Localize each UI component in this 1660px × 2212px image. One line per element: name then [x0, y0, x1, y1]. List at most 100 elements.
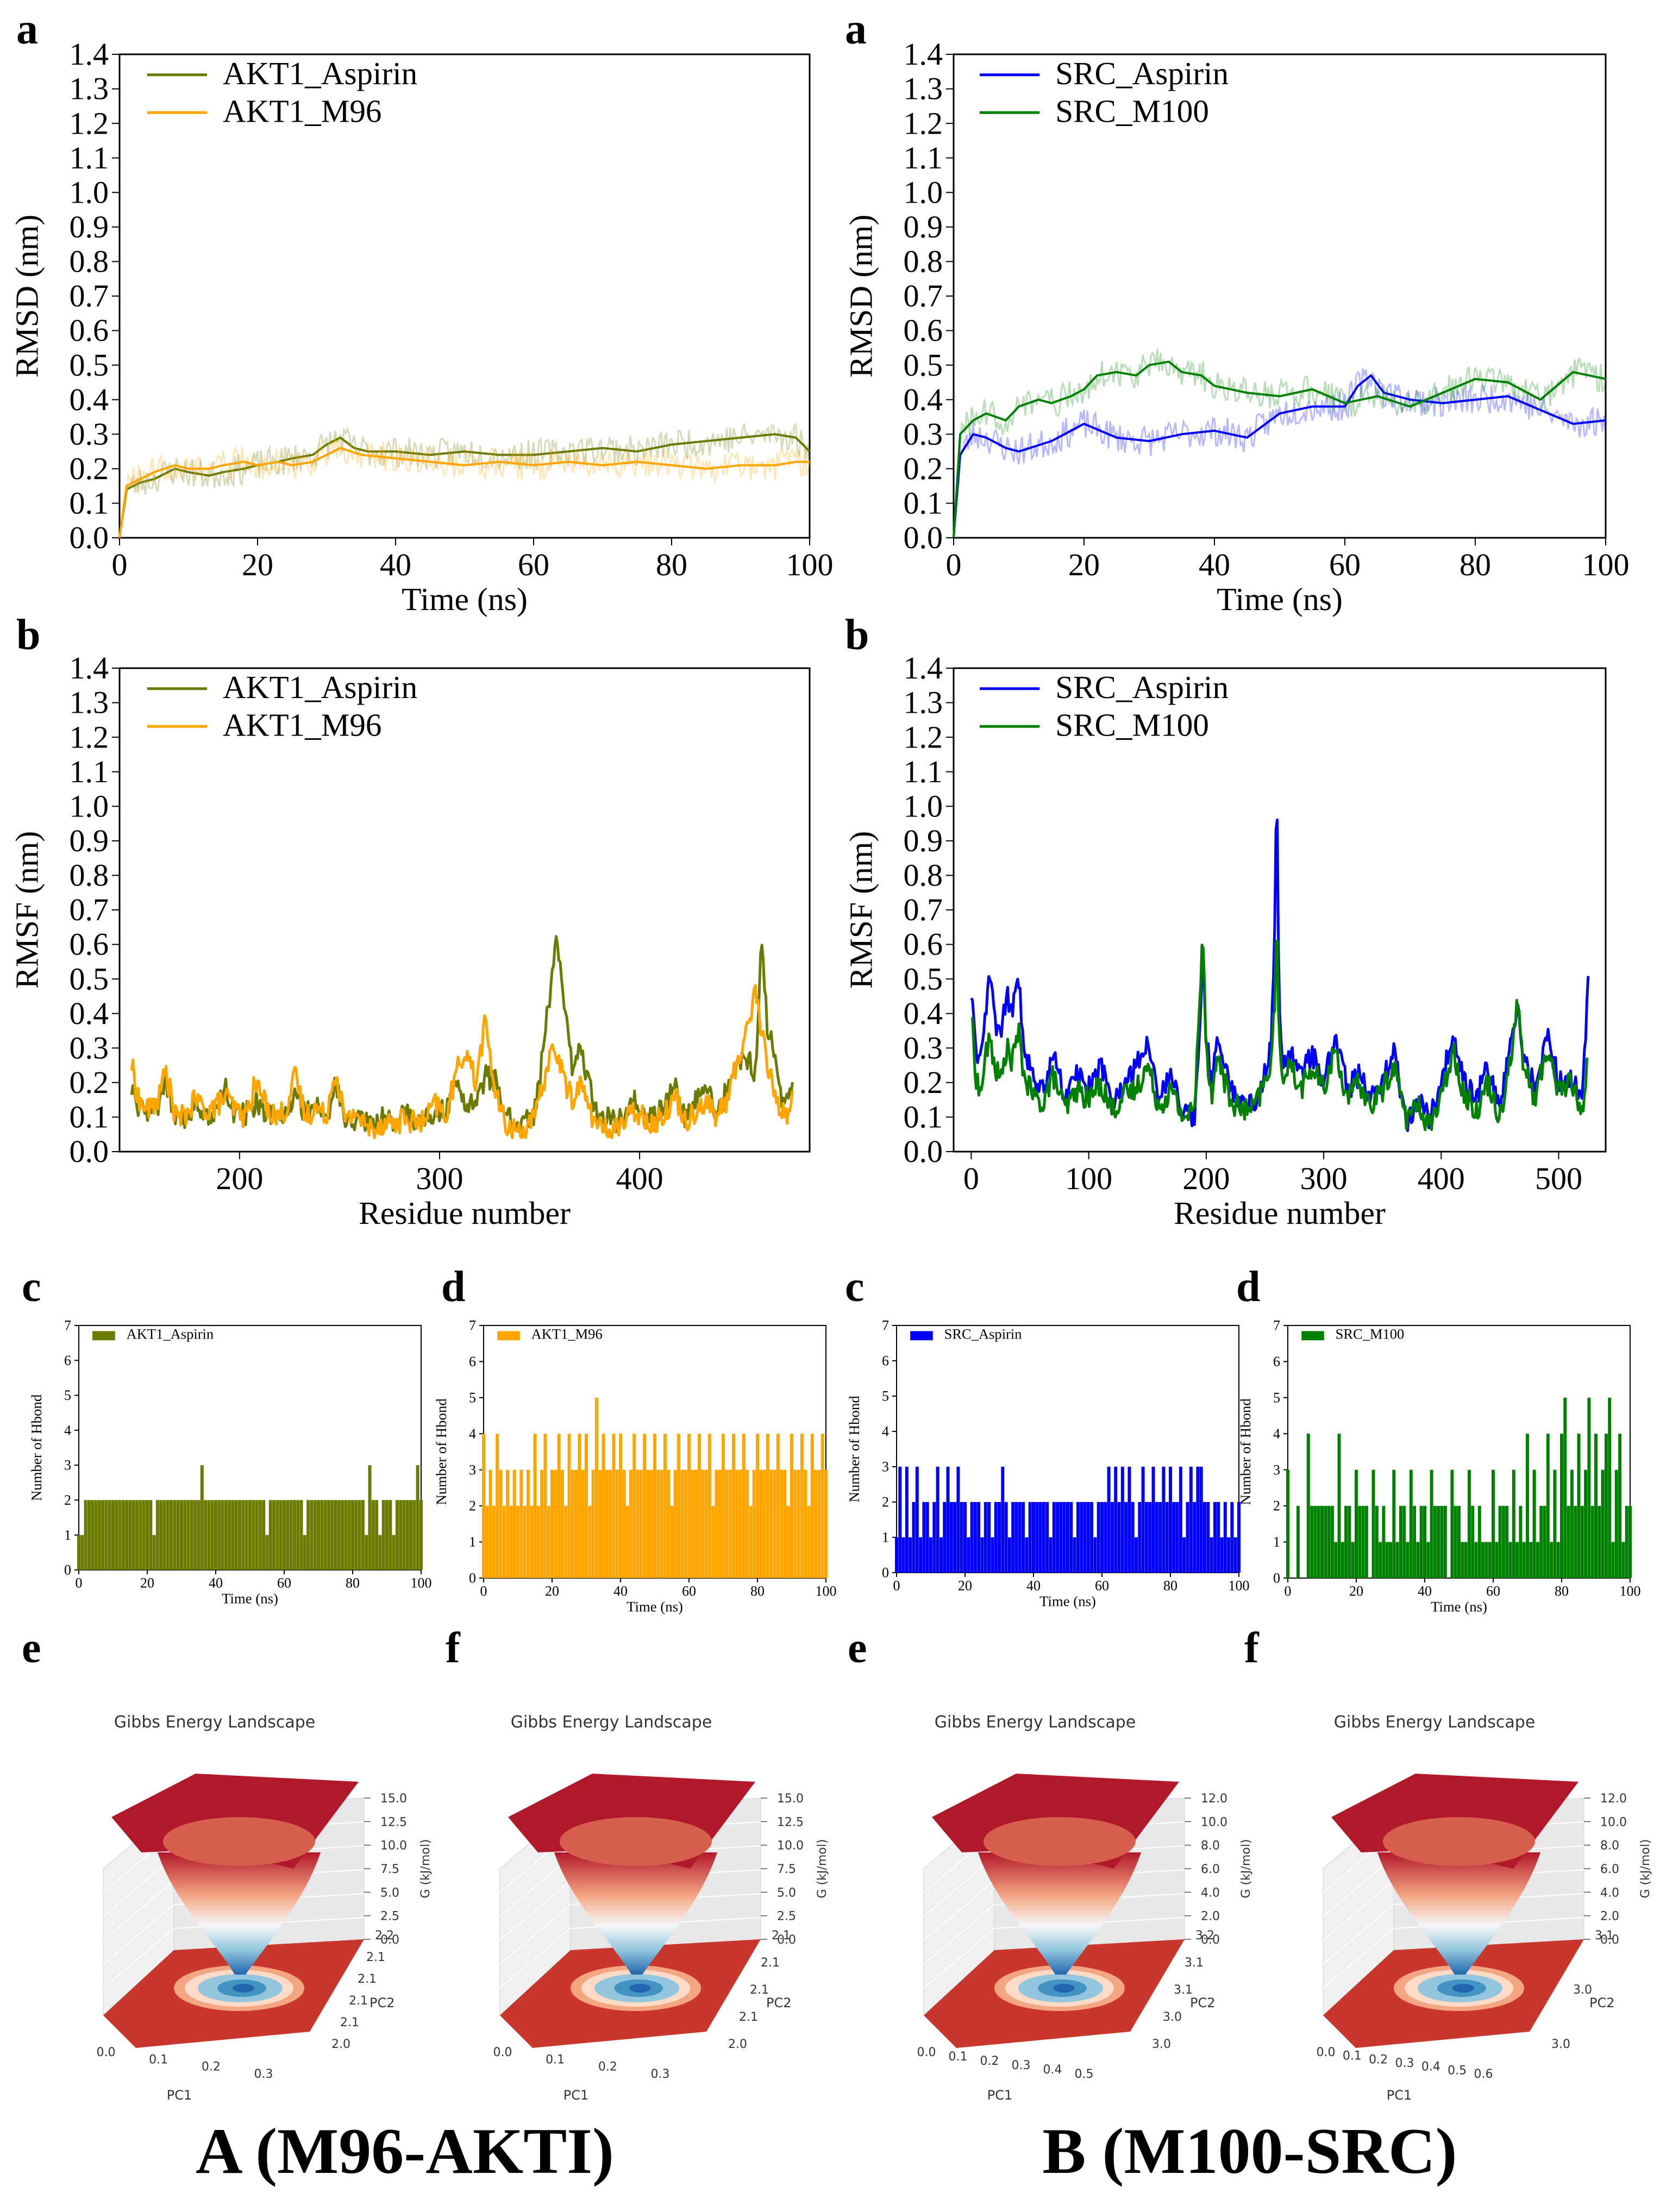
A_hbond_m96-bar	[571, 1469, 574, 1578]
A_hbond_m96-bar	[560, 1469, 564, 1578]
A_hbond_aspirin-bar	[234, 1500, 238, 1570]
A_rmsd-ytick-label: 0.1	[70, 486, 109, 521]
A_fel_f-grid	[499, 1928, 571, 1989]
A_hbond_m96-bar	[701, 1469, 705, 1578]
A_hbond_m96-bar	[711, 1506, 715, 1578]
B_hbond_aspirin-bar	[912, 1502, 916, 1573]
B_hbond_m100-xtick-label: 40	[1418, 1583, 1432, 1599]
B_hbond_aspirin-bar	[1127, 1467, 1131, 1573]
A_hbond_m96-bar	[581, 1469, 585, 1578]
A_hbond_aspirin-bar	[341, 1500, 344, 1570]
B_rmsd-frame	[953, 53, 1607, 539]
B_hbond_aspirin-bar	[1227, 1537, 1231, 1573]
B_hbond_m100-bar	[1457, 1506, 1461, 1578]
B_hbond_aspirin-bar	[1120, 1467, 1124, 1573]
A_hbond_aspirin-bar	[84, 1500, 87, 1570]
B_rmsf-frame	[953, 667, 1607, 1153]
A_hbond_m96-bar	[793, 1469, 797, 1578]
A_hbond_m96-bar	[677, 1434, 681, 1578]
A_hbond_m96-bar	[752, 1469, 756, 1578]
B_hbond_m100-legend-label: SRC_M100	[1336, 1326, 1405, 1342]
A_rmsf-ytick-label: 1.2	[70, 719, 109, 755]
panel-letter-A-e: e	[22, 1624, 41, 1672]
B_hbond_aspirin-bar	[1076, 1502, 1080, 1573]
A_hbond_aspirin-bar	[272, 1500, 276, 1570]
B_hbond_aspirin-bar	[1230, 1502, 1234, 1573]
A_hbond_aspirin-xtick-label: 20	[140, 1575, 154, 1591]
A_hbond_aspirin-bar	[303, 1535, 306, 1570]
A_hbond_aspirin-bar	[190, 1500, 193, 1570]
A_hbond_m96-bar	[660, 1469, 663, 1578]
B_hbond_m100-bar	[1313, 1506, 1317, 1578]
B_hbond_m100-bar	[1371, 1469, 1375, 1578]
A_hbond_m96-bar	[824, 1469, 828, 1578]
A_hbond_aspirin-bar	[97, 1500, 101, 1570]
B_hbond_aspirin-bar	[970, 1502, 974, 1573]
B_hbond_aspirin-ytick-label: 6	[882, 1353, 889, 1369]
A_hbond_aspirin-ytick-label: 4	[64, 1422, 71, 1438]
A_hbond_aspirin-bar	[210, 1500, 214, 1570]
A_rmsd-ytick-label: 0.8	[70, 244, 109, 279]
A_hbond_m96-bar	[697, 1434, 701, 1578]
A_rmsf-legend-label: AKT1_Aspirin	[223, 669, 417, 705]
B_hbond_m100-xtick-label: 60	[1486, 1583, 1500, 1599]
B_hbond_aspirin-bar	[929, 1537, 932, 1573]
A_hbond_m96-bar	[602, 1434, 605, 1578]
A_fel_e-xtick-label: 0.0	[97, 2046, 116, 2059]
B_rmsf-ytick-label: 1.2	[904, 719, 943, 755]
B_fel_f-xtick-label: 0.5	[1448, 2064, 1467, 2077]
B_hbond_m100-bar	[1382, 1506, 1386, 1578]
A_rmsd-series-AKT1_Aspirin	[118, 422, 811, 538]
A_hbond_m96-bar	[485, 1506, 489, 1578]
B_fel_f-xtick-label: 0.3	[1395, 2057, 1414, 2070]
A_fel_f-ytick-label: 2.0	[728, 2038, 747, 2051]
B_rmsf-legend-label: SRC_Aspirin	[1055, 669, 1229, 705]
B_hbond_m100-bar	[1402, 1506, 1406, 1578]
B_hbond_m100-bar	[1413, 1506, 1417, 1578]
A_hbond_aspirin-bar	[361, 1500, 365, 1570]
panel-letter-B-c: c	[845, 1263, 865, 1311]
A_hbond_m96-bar	[817, 1469, 821, 1578]
B_hbond_aspirin-bar	[895, 1537, 898, 1573]
B_hbond_m100-bar	[1601, 1469, 1605, 1578]
A_hbond_aspirin-bar	[337, 1500, 341, 1570]
A_hbond_m96-bar	[629, 1469, 632, 1578]
panel-letter-A-a: a	[16, 5, 38, 53]
A_hbond_m96-bar	[728, 1469, 732, 1578]
A_hbond_m96-bar	[594, 1397, 598, 1578]
B_hbond_m100-bar	[1512, 1469, 1515, 1578]
A_hbond_m96-ytick-label: 6	[469, 1354, 476, 1369]
A_hbond_aspirin-bar	[358, 1500, 361, 1570]
B_hbond_m100-bar	[1337, 1434, 1341, 1578]
B_fel_f-ztick-label: 8.0	[1600, 1839, 1619, 1853]
B_hbond_aspirin-bar	[1165, 1502, 1169, 1573]
A_hbond_aspirin-ylabel: Number of Hbond	[28, 1394, 45, 1501]
B_hbond_aspirin-bar	[963, 1502, 967, 1573]
A_hbond_aspirin-ytick-label: 1	[64, 1527, 71, 1543]
B_hbond_m100-bar	[1423, 1506, 1426, 1578]
B_hbond_m100-legend-swatch	[1301, 1331, 1324, 1341]
A_hbond_m96-bar	[704, 1469, 708, 1578]
B_hbond_m100-bar	[1577, 1434, 1581, 1578]
A_hbond_m96-bar	[554, 1469, 557, 1578]
A_fel_f-chart: Gibbs Energy Landscape 0.0 2.5 5.0 7.5 10.0 12…	[493, 1713, 830, 2103]
B_hbond_m100-bar	[1409, 1469, 1413, 1578]
B_rmsf-ytick-label: 1.4	[904, 650, 943, 686]
B_hbond_aspirin-xtick-label: 20	[958, 1578, 972, 1594]
A_hbond_aspirin-bar	[221, 1500, 224, 1570]
A_fel_e-ztick-label: 15.0	[380, 1792, 407, 1806]
A_rmsd-ytick-label: 1.2	[70, 105, 109, 141]
A_rmsd-ytick-label: 0.6	[70, 313, 109, 348]
A_hbond_aspirin-bar	[152, 1535, 156, 1570]
B_rmsd-ytick-label: 0.4	[904, 382, 943, 417]
B_hbond_m100-bar	[1392, 1469, 1396, 1578]
A_fel_f-grid	[499, 1904, 571, 1965]
B_hbond_aspirin-bar	[960, 1502, 963, 1573]
B_hbond_m100-bar	[1443, 1506, 1447, 1578]
B_hbond_aspirin-bar	[1028, 1502, 1032, 1573]
B_hbond_aspirin-bar	[998, 1502, 1001, 1573]
A_hbond_aspirin-bar	[183, 1500, 187, 1570]
A_rmsf-legend-label: AKT1_M96	[223, 707, 382, 743]
B_hbond_aspirin-bar	[925, 1502, 929, 1573]
